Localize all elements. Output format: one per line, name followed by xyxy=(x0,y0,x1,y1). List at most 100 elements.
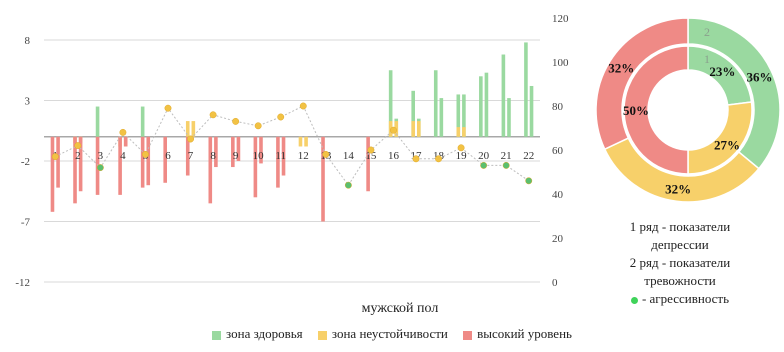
aggression-point xyxy=(502,161,510,169)
bar xyxy=(214,136,218,168)
aggression-point xyxy=(435,155,442,163)
donut-slice xyxy=(595,17,689,151)
bar xyxy=(140,106,145,137)
bar xyxy=(78,136,83,192)
bar xyxy=(366,136,370,192)
aggression-point xyxy=(457,144,465,152)
bar xyxy=(462,127,466,137)
y-left-tick-label: -7 xyxy=(21,217,31,229)
bar xyxy=(259,136,263,164)
y-left-tick-label: 3 xyxy=(25,96,31,108)
donut-slice-label: 27% xyxy=(714,137,740,152)
aggression-point xyxy=(232,117,240,125)
bar xyxy=(163,136,167,183)
category-label: 8 xyxy=(210,150,216,162)
bar xyxy=(298,136,303,147)
y-right-tick-label: 0 xyxy=(552,277,558,289)
category-label: 6 xyxy=(165,150,171,162)
series-notes: 1 ряд - показатели депрессии 2 ряд - пок… xyxy=(590,218,770,308)
bar xyxy=(462,94,466,137)
legend-swatch-instability xyxy=(317,330,327,340)
y-right-tick-label: 20 xyxy=(552,233,564,245)
bar xyxy=(231,136,235,168)
legend-swatch-health xyxy=(212,330,222,340)
aggression-point xyxy=(254,122,262,130)
note-anxiety-a: 2 ряд - показатели xyxy=(629,255,731,270)
category-label: 2 xyxy=(75,150,81,162)
legend: зона здоровья зона неустойчивости высоки… xyxy=(0,326,784,342)
aggression-point xyxy=(164,104,172,112)
bar xyxy=(411,90,415,137)
legend-item-high: высокий уровень xyxy=(463,326,572,342)
y-right-tick-label: 80 xyxy=(552,101,564,113)
category-label: 15 xyxy=(365,150,377,162)
aggression-point xyxy=(277,113,285,121)
category-label: 14 xyxy=(343,150,355,162)
bar xyxy=(191,121,196,137)
aggression-point xyxy=(344,181,352,189)
category-label: 12 xyxy=(298,150,309,162)
bar xyxy=(304,136,308,147)
y-right-tick-label: 40 xyxy=(552,189,564,201)
aggression-point xyxy=(322,150,330,158)
bar xyxy=(146,136,151,186)
y-left-tick-label: 8 xyxy=(25,35,31,47)
bar xyxy=(524,42,528,137)
aggression-point xyxy=(525,177,533,185)
bar xyxy=(123,136,128,147)
donut-slice-label: 50% xyxy=(623,103,649,118)
category-label: 21 xyxy=(501,150,512,162)
aggression-point xyxy=(142,150,149,158)
legend-label-high: высокий уровень xyxy=(477,326,572,341)
note-anxiety-b: тревожности xyxy=(644,273,716,288)
category-label: 10 xyxy=(253,150,265,162)
bar xyxy=(433,70,438,137)
bar xyxy=(185,121,190,137)
category-label: 19 xyxy=(456,150,468,162)
aggression-point xyxy=(209,111,217,119)
note-depression-a: 1 ряд - показатели xyxy=(629,219,731,234)
bar xyxy=(118,136,122,195)
bar xyxy=(456,127,461,137)
bar-chart: 83-2-7-120204060801001201234567891011121… xyxy=(15,13,569,316)
aggression-dot-icon xyxy=(630,296,638,304)
bar xyxy=(388,70,393,137)
bar xyxy=(507,98,511,137)
bar xyxy=(529,85,534,137)
bar xyxy=(56,136,60,188)
y-left-tick-label: -12 xyxy=(15,277,30,289)
bar xyxy=(276,136,280,188)
donut-slice xyxy=(623,45,689,175)
bar xyxy=(417,121,421,137)
y-right-tick-label: 120 xyxy=(552,13,569,25)
ring-label: 2 xyxy=(704,25,710,39)
category-label: 11 xyxy=(275,150,286,162)
legend-label-health: зона здоровья xyxy=(226,326,303,341)
x-axis-title: мужской пол xyxy=(362,301,439,316)
aggression-point xyxy=(187,135,194,143)
donut-chart: 23% 27% 50% 36% 32% 32% 1 2 xyxy=(595,17,781,203)
bar xyxy=(253,136,258,198)
aggression-point xyxy=(367,146,375,154)
bar xyxy=(456,94,461,137)
bar xyxy=(439,98,444,137)
bar xyxy=(185,136,190,176)
bar xyxy=(501,54,506,137)
y-right-tick-label: 60 xyxy=(552,145,564,157)
bar xyxy=(236,136,241,161)
aggression-point xyxy=(390,126,397,134)
legend-item-instability: зона неустойчивости xyxy=(317,326,448,342)
donut-slice-label: 32% xyxy=(665,181,691,196)
aggression-point xyxy=(96,164,104,172)
bar xyxy=(321,136,325,222)
note-depression-b: депрессии xyxy=(651,237,709,252)
bar xyxy=(479,76,483,137)
note-aggression-label: - агрессивность xyxy=(641,291,730,306)
donut-slice-label: 36% xyxy=(746,69,772,84)
bar xyxy=(50,136,55,212)
category-label: 7 xyxy=(188,150,194,162)
aggression-point xyxy=(480,161,488,169)
category-label: 4 xyxy=(120,150,126,162)
y-right-tick-label: 100 xyxy=(552,57,569,69)
bar xyxy=(281,136,286,176)
